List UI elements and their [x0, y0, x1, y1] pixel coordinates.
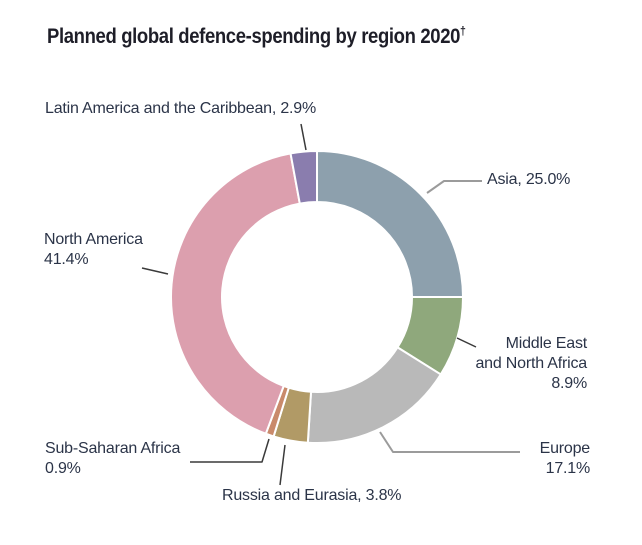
donut-slices — [170, 150, 464, 444]
chart-title-dagger: † — [460, 24, 466, 38]
leader-line-latin-america — [300, 123, 307, 151]
leader-line-russia — [279, 444, 286, 486]
leader-line-europe — [379, 431, 520, 453]
slice-north-america — [170, 152, 301, 435]
callout-mena: Middle East and North Africa 8.9% — [475, 334, 587, 394]
chart-title: Planned global defence-spending by regio… — [47, 25, 466, 49]
callout-north-america: North America 41.4% — [44, 230, 143, 270]
slice-latin-america-and-the-caribbean — [289, 150, 318, 205]
leader-lines — [141, 123, 520, 486]
callout-mena-value: 8.9% — [551, 375, 587, 392]
callout-asia: Asia, 25.0% — [487, 171, 571, 188]
callout-north-america-name: North America — [44, 231, 143, 248]
callout-europe-name: Europe — [539, 440, 591, 457]
callout-mena-line2: and North Africa — [475, 355, 587, 372]
leader-line-asia — [426, 180, 482, 194]
callout-mena-line1: Middle East — [505, 335, 588, 352]
slice-europe — [306, 346, 442, 444]
callout-subsaharan: Sub-Saharan Africa 0.9% — [45, 439, 180, 479]
chart-title-text: Planned global defence-spending by regio… — [47, 25, 461, 48]
callout-north-america-value: 41.4% — [44, 251, 89, 268]
leader-line-subsaharan — [190, 438, 270, 463]
leader-line-mena — [456, 337, 477, 348]
callout-russia: Russia and Eurasia, 3.8% — [222, 487, 402, 504]
callout-latin-america: Latin America and the Caribbean, 2.9% — [45, 100, 316, 117]
callout-europe-value: 17.1% — [545, 460, 591, 477]
callout-subsaharan-name: Sub-Saharan Africa — [45, 440, 181, 457]
slice-asia — [316, 150, 464, 298]
callout-europe: Europe 17.1% — [539, 439, 591, 479]
callout-subsaharan-value: 0.9% — [45, 460, 81, 477]
leader-line-north-america — [141, 267, 169, 275]
